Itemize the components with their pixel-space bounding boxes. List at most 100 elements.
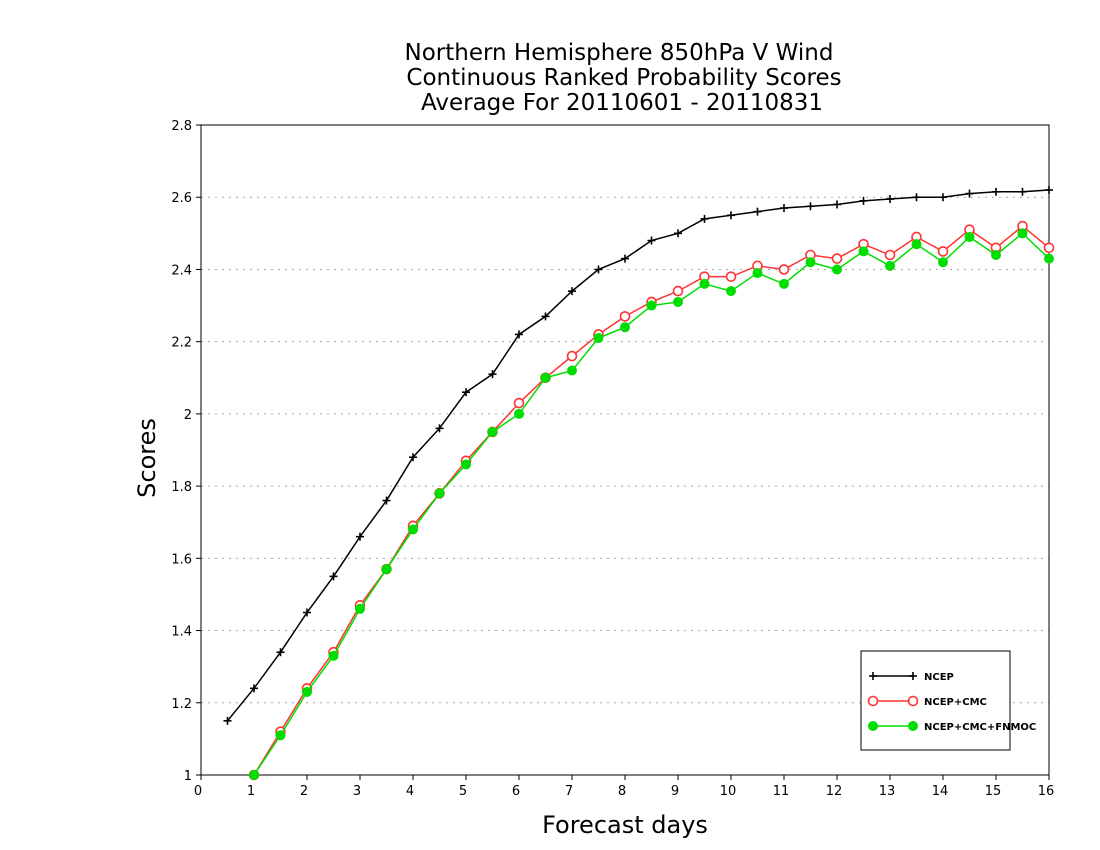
chart-title-line-1: Northern Hemisphere 850hPa V Wind (405, 40, 834, 66)
x-tick-label: 4 (406, 784, 414, 799)
legend-marker (869, 672, 877, 680)
data-point (487, 426, 498, 437)
data-point (674, 229, 682, 238)
data-point (831, 253, 843, 264)
legend-marker (907, 695, 919, 707)
y-tick-label: 1.8 (171, 480, 192, 495)
data-point (593, 333, 604, 344)
data-point (1017, 228, 1028, 239)
y-tick-label: 2.4 (171, 263, 192, 278)
data-point (488, 370, 497, 379)
x-tick-label: 9 (671, 784, 679, 799)
legend-marker (867, 695, 879, 707)
data-point (1045, 186, 1053, 194)
data-point (540, 372, 551, 383)
data-point (276, 648, 285, 657)
data-point (328, 650, 339, 661)
data-point (886, 195, 894, 204)
data-point (912, 193, 921, 202)
data-point (991, 250, 1001, 260)
legend: NCEP NCEP+CMC NCEP+CMC+FNMOC (860, 650, 1036, 751)
x-tick-label: 7 (565, 784, 573, 799)
legend-marker (909, 672, 917, 680)
data-point (435, 424, 444, 433)
x-tick-label: 16 (1038, 784, 1055, 799)
data-point (727, 211, 735, 220)
legend-marker (908, 721, 918, 731)
legend-label: NCEP (924, 672, 954, 683)
x-tick-label: 5 (459, 784, 467, 799)
series-ncep (223, 186, 1053, 725)
data-point (884, 249, 896, 261)
legend-marker (868, 721, 878, 731)
data-point (250, 684, 258, 693)
x-tick-label: 11 (773, 784, 790, 799)
data-point (541, 312, 550, 321)
data-point (938, 257, 948, 268)
data-point (964, 231, 975, 242)
data-point (382, 496, 391, 505)
data-point (408, 524, 418, 535)
data-point (779, 278, 789, 289)
data-point (381, 564, 392, 575)
data-point (699, 278, 710, 289)
data-point (302, 686, 312, 697)
y-tick-label: 2 (184, 408, 192, 423)
data-point (515, 330, 523, 339)
data-point (805, 257, 816, 268)
data-point (249, 770, 259, 780)
data-point (462, 388, 470, 397)
x-tick-label: 13 (879, 784, 896, 799)
data-point (461, 459, 471, 470)
data-point (647, 236, 656, 245)
x-axis-label: Forecast days (542, 811, 708, 839)
data-point (620, 322, 630, 333)
data-point (514, 408, 524, 419)
data-point (778, 264, 790, 275)
data-point (937, 246, 949, 257)
data-point (752, 268, 763, 279)
x-tick-label: 10 (720, 784, 737, 799)
x-tick-label: 2 (300, 784, 308, 799)
data-point (700, 214, 709, 223)
legend-item: NCEP+CMC (867, 695, 987, 708)
data-point (753, 207, 762, 216)
y-axis: 1 1.2 1.4 1.6 1.8 2 2.2 2.4 2.6 2.8 (171, 119, 201, 784)
x-tick-label: 0 (194, 784, 202, 799)
y-tick-label: 2.2 (171, 336, 192, 351)
data-point (355, 603, 365, 614)
data-point (806, 202, 815, 211)
data-point (832, 264, 842, 275)
x-tick-label: 15 (985, 784, 1002, 799)
data-point (409, 453, 417, 462)
data-point (833, 200, 841, 209)
data-point (223, 716, 232, 725)
data-point (1018, 187, 1027, 196)
y-tick-label: 1.2 (171, 697, 192, 712)
data-point (672, 285, 684, 297)
data-point (939, 193, 947, 202)
data-point (992, 187, 1000, 196)
data-point (858, 246, 869, 257)
x-axis: 0 1 2 3 4 5 6 7 8 9 10 11 12 13 14 15 16 (194, 775, 1054, 799)
y-axis-label: Scores (133, 418, 161, 498)
data-point (566, 350, 578, 362)
chart-title-line-3: Average For 20110601 - 20110831 (421, 90, 823, 116)
data-point (646, 300, 657, 311)
data-point (303, 608, 311, 617)
chart-title-line-2: Continuous Ranked Probability Scores (406, 65, 841, 91)
data-point (275, 730, 286, 741)
y-tick-label: 1 (184, 769, 192, 784)
data-point (594, 265, 603, 274)
data-point (885, 260, 895, 271)
x-tick-label: 14 (932, 784, 949, 799)
series-line (226, 189, 1050, 722)
data-point (1043, 242, 1055, 254)
legend-item: NCEP+CMC+FNMOC (868, 721, 1036, 733)
legend-item: NCEP (869, 672, 954, 683)
series-layer (223, 186, 1055, 781)
grid-lines (201, 196, 1049, 704)
data-point (619, 311, 631, 322)
legend-label: NCEP+CMC (924, 697, 987, 708)
